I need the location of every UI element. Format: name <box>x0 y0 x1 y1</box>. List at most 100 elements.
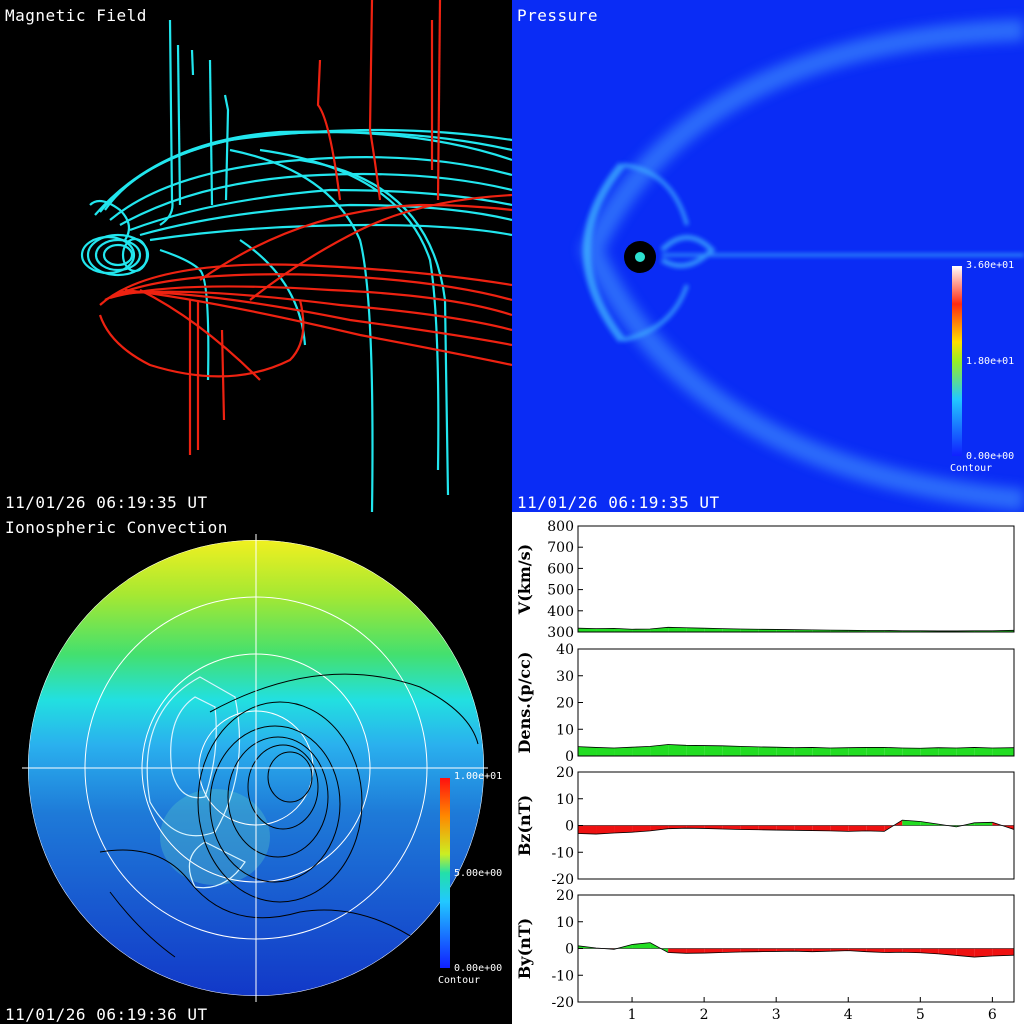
chart-area-segment <box>686 627 705 632</box>
pressure-title: Pressure <box>517 6 599 25</box>
magnetic-field-panel: Magnetic Field 11/01/26 06:19:35 UT <box>0 0 512 512</box>
chart-area-segment <box>722 745 741 756</box>
chart-ytick-label: 300 <box>547 625 574 641</box>
chart-ytick-label: 20 <box>556 696 574 712</box>
chart-ytick-label: -20 <box>551 872 574 888</box>
ionosphere-polar-plot <box>22 534 488 1002</box>
chart-ylabel: By(nT) <box>515 918 534 980</box>
chart-area-segment <box>578 746 597 756</box>
chart-area-segment <box>848 747 867 756</box>
chart-area-segment <box>596 628 615 632</box>
chart-area-segment <box>902 747 921 756</box>
chart-area-segment <box>758 948 777 952</box>
chart-ytick-label: 20 <box>556 765 574 781</box>
iono-colorbar-min: 0.00e+00 <box>454 963 503 974</box>
chart-ytick-label: 10 <box>556 915 574 931</box>
chart-area-segment <box>884 747 903 756</box>
chart-area-segment <box>668 627 687 632</box>
chart-area-segment <box>866 948 885 953</box>
ionospheric-convection-title: Ionospheric Convection <box>5 518 228 537</box>
iono-colorbar-max: 1.00e+01 <box>454 771 503 782</box>
chart-area-segment <box>668 744 687 756</box>
chart-series-line <box>577 942 1015 958</box>
chart-xtick-label: 6 <box>988 1007 997 1023</box>
chart-area-segment <box>704 825 723 829</box>
chart-area-segment <box>686 745 705 756</box>
chart-series-line <box>577 744 1015 749</box>
chart-area-segment <box>740 746 759 756</box>
chart-ytick-label: 0 <box>565 942 574 958</box>
chart-area-segment <box>848 825 867 832</box>
chart-area-segment <box>902 948 921 953</box>
chart-area-segment <box>938 948 957 956</box>
chart-ytick-label: 800 <box>547 519 574 535</box>
chart-ytick-label: 40 <box>556 642 574 658</box>
chart-area-segment <box>596 825 615 835</box>
chart-area-segment <box>578 825 597 835</box>
pressure-panel: Pressure 3.60e+01 1.80e+01 0.00e+00 Cont… <box>512 0 1024 512</box>
chart-area-segment <box>758 825 777 831</box>
magnetic-field-title: Magnetic Field <box>5 6 147 25</box>
chart-area-segment <box>632 629 651 632</box>
chart-frame <box>577 525 1015 633</box>
chart-xtick-label: 3 <box>772 1007 781 1023</box>
chart-series-line <box>577 626 1015 632</box>
chart-area-segment <box>830 825 849 832</box>
chart-xtick-label: 2 <box>700 1007 709 1023</box>
iono-colorbar-mid: 5.00e+00 <box>454 868 503 879</box>
chart-ylabel: V(km/s) <box>515 544 534 615</box>
chart-area-segment <box>920 747 939 756</box>
iono-colorbar <box>440 778 450 968</box>
chart-area-segment <box>884 948 903 953</box>
pressure-timestamp: 11/01/26 06:19:35 UT <box>517 493 720 512</box>
magnetic-field-timestamp: 11/01/26 06:19:35 UT <box>5 493 208 512</box>
chart-area-segment <box>758 629 777 632</box>
chart-ytick-label: 0 <box>565 749 574 765</box>
chart-area-segment <box>686 948 705 954</box>
chart-area-segment <box>614 825 633 833</box>
chart-area-segment <box>794 825 813 831</box>
chart-ytick-label: 500 <box>547 583 574 599</box>
chart-area-segment <box>578 628 597 632</box>
chart-area-segment <box>758 746 777 756</box>
chart-area-segment <box>830 747 849 756</box>
chart-ytick-label: 700 <box>547 540 574 556</box>
chart-series-line <box>577 819 1015 835</box>
chart-frame <box>577 648 1015 757</box>
chart-area-segment <box>704 628 723 632</box>
chart-area-segment <box>722 628 741 632</box>
chart-ytick-label: -10 <box>551 845 574 861</box>
pressure-colorbar <box>952 266 962 456</box>
chart-area-segment <box>596 747 615 756</box>
chart-ytick-label: 10 <box>556 792 574 808</box>
chart-area-segment <box>632 746 651 756</box>
ionospheric-convection-timestamp: 11/01/26 06:19:36 UT <box>5 1005 208 1024</box>
chart-area-segment <box>650 627 669 632</box>
chart-ylabel: Bz(nT) <box>515 795 534 856</box>
chart-area-segment <box>992 747 1014 756</box>
chart-area-segment <box>740 948 759 952</box>
pressure-colorbar-mid: 1.80e+01 <box>966 356 1015 367</box>
chart-area-segment <box>812 747 831 756</box>
chart-ytick-label: 0 <box>565 819 574 835</box>
chart-area-segment <box>956 948 975 958</box>
chart-area-segment <box>704 745 723 756</box>
chart-area-segment <box>740 825 759 830</box>
chart-ytick-label: 400 <box>547 604 574 620</box>
chart-area-segment <box>974 822 993 826</box>
chart-area-segment <box>704 948 723 954</box>
chart-area-segment <box>650 744 669 756</box>
chart-area-segment <box>938 747 957 756</box>
chart-ytick-label: -20 <box>551 995 574 1011</box>
pressure-plot <box>579 19 1024 511</box>
chart-area-segment <box>992 948 1014 956</box>
chart-ytick-label: -10 <box>551 968 574 984</box>
iono-colorbar-label: Contour <box>438 975 481 986</box>
chart-area-segment <box>956 747 975 756</box>
chart-area-segment <box>974 747 993 756</box>
solar-wind-charts: 300400500600700800V(km/s)010203040Dens.(… <box>515 519 1015 1023</box>
chart-area-segment <box>650 825 669 831</box>
chart-area-segment <box>776 747 795 756</box>
chart-area-segment <box>632 825 651 833</box>
chart-ylabel: Dens.(p/cc) <box>515 652 534 754</box>
